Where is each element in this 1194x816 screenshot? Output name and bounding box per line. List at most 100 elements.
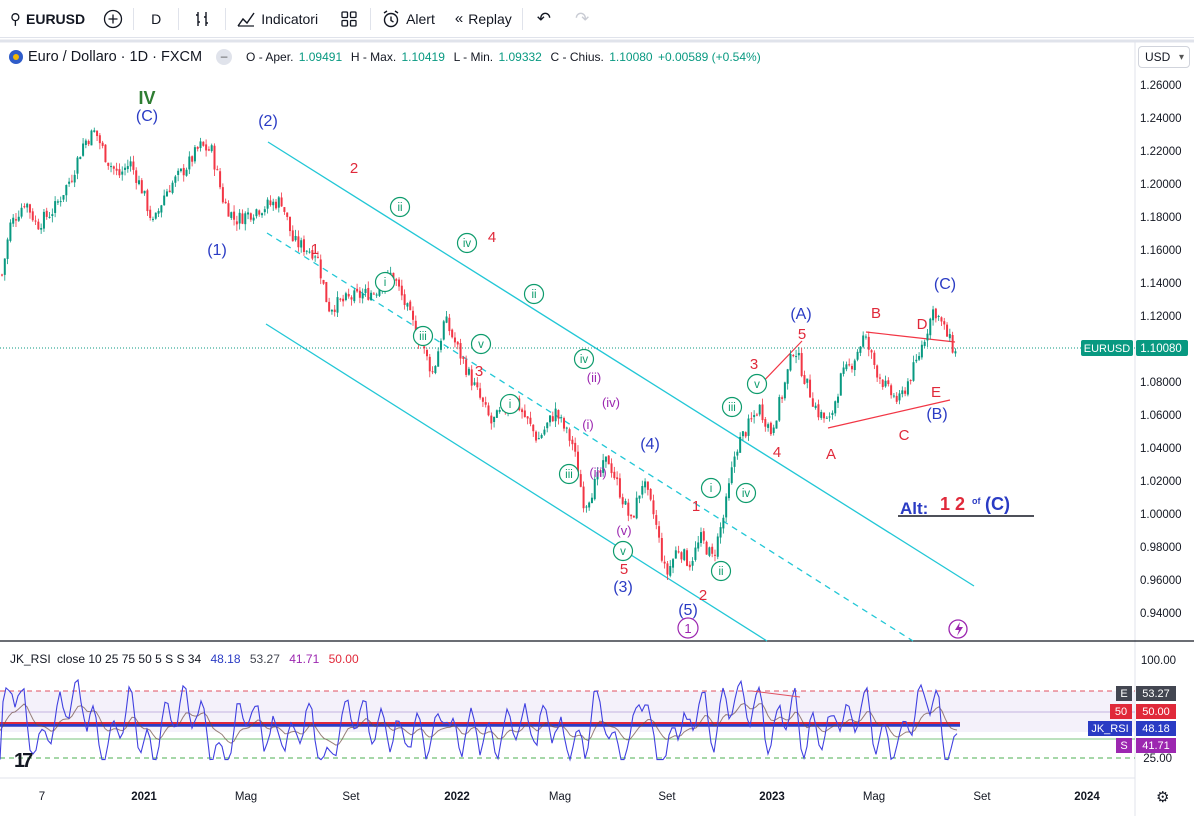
price-tick-label: 1.12000 [1140,311,1182,323]
candle-body [157,210,160,214]
indicators-button[interactable]: Indicatori [226,0,328,38]
candle-body [244,213,247,225]
candle-body [859,346,862,353]
candle-body [199,141,202,149]
replay-button[interactable]: « Replay [445,0,522,38]
alt-count-note: Alt: 1 2 of (C) [898,494,1034,518]
candle-body [115,168,118,171]
candle-body [722,517,725,529]
wave-label-blue: (5) [678,602,698,619]
price-tick-label: 1.08000 [1140,377,1182,389]
chart-area[interactable]: 1.26000 1.24000 1.22000 1.20000 1.18000 1.160… [0,38,1194,816]
candle-body [646,481,649,490]
lightning-icon[interactable] [948,619,968,639]
wave-label-blue: (4) [640,436,660,453]
candle-body [638,495,641,499]
candle-body [330,309,333,312]
time-tick-label: 2024 [1074,791,1100,803]
candle-body [344,293,347,301]
candle-body [266,199,269,209]
alt-wave: (C) [985,494,1010,514]
candle-body [311,250,314,259]
wave-label-circle [412,325,434,347]
time-axis[interactable]: 7 2021 Mag Set 2022 Mag Set 2023 Mag Set 2024 [39,791,1101,803]
price-tag: EURUSD 1.10080 [1081,340,1188,356]
search-icon: ⚲ [10,10,21,28]
interval-button[interactable]: D [134,0,178,38]
price-tick-label: 1.22000 [1140,146,1182,158]
candle-body [9,222,12,241]
candle-body [439,340,442,350]
candle-body [881,379,884,388]
rsi-pane[interactable]: 100.00 25.00 E 53.27 50 50.00 JK_RSI 48.… [0,655,1176,765]
wave-label-green: iii [565,469,573,481]
candle-body [272,201,275,206]
candle-body [163,195,166,206]
candle-body [487,405,490,416]
candle-body [177,170,180,175]
candle-body [716,536,719,557]
channel-mid-line [266,232,914,642]
rsi-legend-e: 53.27 [249,652,280,666]
price-tick-label: 1.16000 [1140,245,1182,257]
candle-body [358,290,361,298]
wave-label-circle [735,482,757,504]
tradingview-logo[interactable]: 17 [14,750,33,772]
price-tick-label: 1.24000 [1140,113,1182,125]
wave-label-red: 3 [475,363,483,380]
channel-lower-line [265,323,768,642]
alert-button[interactable]: Alert [371,0,445,38]
candle-body [249,213,252,220]
candle-body [101,142,104,146]
candle-body [73,174,76,183]
wave-label-purple: (ii) [587,370,601,385]
candle-body [258,210,261,215]
open-label: O - Aper. [246,50,294,64]
candle-body [680,552,683,560]
candle-body [121,171,124,175]
legend-toggle-icon[interactable]: – [216,49,233,65]
candle-body [193,147,196,162]
candle-body [350,297,353,300]
chart-type-button[interactable] [179,0,225,38]
symbol-search[interactable]: ⚲ EURUSD [0,0,93,38]
candle-body [151,218,154,220]
low-label: L - Min. [453,50,494,64]
wave-label-green: iii [728,402,736,414]
time-tick-label: Mag [549,791,571,803]
candle-body [202,141,205,146]
price-tick-label: 0.98000 [1140,542,1182,554]
rsi-mid-label: 50 [1115,706,1127,718]
currency-select[interactable]: USD [1138,46,1190,68]
candle-body [126,166,129,170]
candle-body [700,532,702,544]
candle-body [705,541,708,555]
candle-body [644,481,647,488]
candle-body [76,157,79,174]
candle-body [562,418,565,429]
candle-body [456,341,459,345]
wave-label-blue: (3) [613,579,633,596]
layouts-button[interactable] [328,0,370,38]
redo-button[interactable]: ↷ [565,0,599,38]
undo-button[interactable]: ↶ [523,0,565,38]
candle-body [864,336,867,338]
candle-body [495,410,498,418]
wave-label-green: iii [419,331,427,343]
price-tick-label: 1.26000 [1140,80,1182,92]
wave-label-green: i [509,399,512,411]
price-tick-label: 1.04000 [1140,443,1182,455]
candle-body [17,216,20,221]
candle-body [918,356,921,360]
candle-body [291,230,294,242]
candle-body [179,168,182,172]
candle-body [235,221,238,225]
candle-body [532,424,535,432]
candle-body [649,488,652,500]
candle-body [702,531,705,541]
candle-body [51,214,54,216]
candle-body [878,377,881,379]
settings-button[interactable]: ⚙ [1156,788,1169,806]
candle-body [453,337,456,343]
compare-button[interactable] [93,0,133,38]
